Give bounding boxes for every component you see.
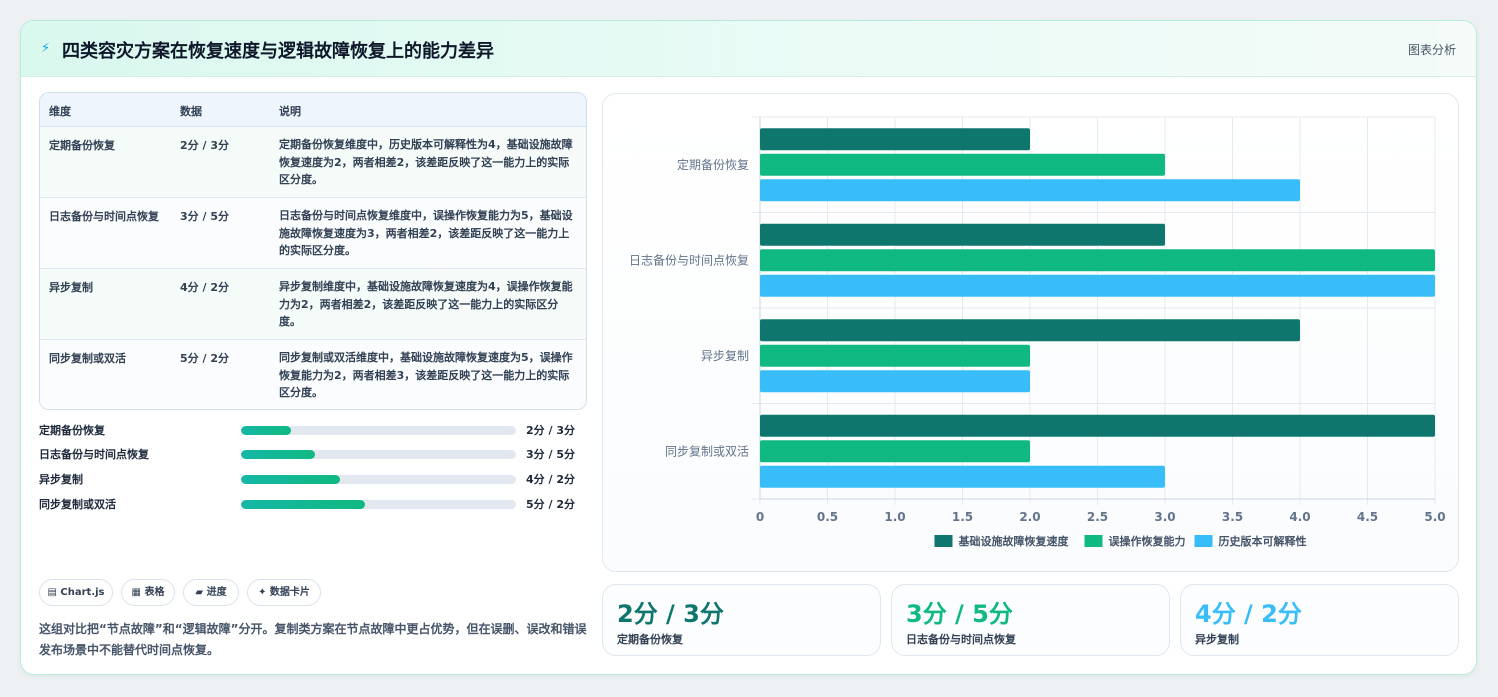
x-tick-label: 1.0 bbox=[884, 510, 905, 524]
progress-label: 异步复制 bbox=[39, 473, 83, 486]
chip-progress[interactable]: ▰ 进度 bbox=[183, 579, 239, 606]
progress-track bbox=[241, 450, 516, 459]
row-data: 4分 / 2分 bbox=[180, 281, 229, 294]
progress-value: 3分 / 5分 bbox=[526, 448, 575, 461]
page-title: 四类容灾方案在恢复速度与逻辑故障恢复上的能力差异 bbox=[62, 41, 494, 62]
row-dimension: 日志备份与时间点恢复 bbox=[49, 210, 159, 223]
progress-value: 2分 / 3分 bbox=[526, 424, 575, 437]
x-tick-label: 1.5 bbox=[952, 510, 973, 524]
stat-card: 2分 / 3分 定期备份恢复 bbox=[602, 584, 881, 656]
table-row: 日志备份与时间点恢复 3分 / 5分 日志备份与时间点恢复维度中，误操作恢复能力… bbox=[40, 198, 586, 269]
legend-swatch bbox=[934, 535, 953, 547]
progress-value: 4分 / 2分 bbox=[526, 473, 575, 486]
row-description: 异步复制维度中，基础设施故障恢复速度为4，误操作恢复能力为2，两者相差2，该差距… bbox=[279, 280, 573, 328]
row-data: 5分 / 2分 bbox=[180, 352, 229, 365]
bar bbox=[760, 179, 1300, 202]
bar bbox=[760, 370, 1030, 393]
row-data: 2分 / 3分 bbox=[180, 139, 229, 152]
x-tick-label: 2.5 bbox=[1087, 510, 1108, 524]
stat-card: 4分 / 2分 异步复制 bbox=[1180, 584, 1459, 656]
x-tick-label: 5.0 bbox=[1424, 510, 1445, 524]
y-tick-label: 日志备份与时间点恢复 bbox=[629, 253, 749, 267]
legend-label: 历史版本可解释性 bbox=[1219, 534, 1307, 548]
progress-fill bbox=[241, 426, 291, 435]
table-row: 异步复制 4分 / 2分 异步复制维度中，基础设施故障恢复速度为4，误操作恢复能… bbox=[40, 269, 586, 340]
bar bbox=[760, 414, 1435, 437]
row-description: 同步复制或双活维度中，基础设施故障恢复速度为5，误操作恢复能力为2，两者相差3，… bbox=[279, 351, 573, 399]
row-dimension: 定期备份恢复 bbox=[49, 139, 115, 152]
progress-row: 同步复制或双活 5分 / 2分 bbox=[39, 496, 579, 512]
progress-row: 定期备份恢复 2分 / 3分 bbox=[39, 422, 579, 438]
bar bbox=[760, 153, 1165, 176]
progress-track bbox=[241, 500, 516, 509]
legend-label: 基础设施故障恢复速度 bbox=[958, 534, 1070, 548]
bar bbox=[760, 440, 1030, 463]
bar bbox=[760, 128, 1030, 151]
column-header-data: 数据 bbox=[180, 105, 202, 118]
bar-chart: 0 0.5 1.0 1.5 2.0 2.5 3.0 3.5 4.0 4.5 5.0 定期备份恢复日志备… bbox=[629, 116, 1446, 548]
legend-label: 误操作恢复能力 bbox=[1109, 534, 1186, 548]
progress-track bbox=[241, 475, 516, 484]
progress-label: 同步复制或双活 bbox=[39, 498, 116, 511]
bar bbox=[760, 274, 1435, 297]
progress-fill bbox=[241, 450, 316, 459]
bar bbox=[760, 249, 1435, 272]
progress-fill bbox=[241, 475, 340, 484]
legend-swatch bbox=[1084, 535, 1103, 547]
table-row: 同步复制或双活 5分 / 2分 同步复制或双活维度中，基础设施故障恢复速度为5，… bbox=[40, 340, 586, 409]
y-tick-label: 定期备份恢复 bbox=[677, 157, 749, 172]
row-description: 定期备份恢复维度中，历史版本可解释性为4，基础设施故障恢复速度为2，两者相差2，… bbox=[279, 138, 573, 186]
chip-table[interactable]: ▦ 表格 bbox=[121, 579, 175, 606]
summary-note: 这组对比把“节点故障”和“逻辑故障”分开。复制类方案在节点故障中更占优势，但在误… bbox=[39, 622, 587, 657]
bolt-icon: ⚡ bbox=[41, 41, 51, 56]
progress-track bbox=[241, 426, 516, 435]
bar bbox=[760, 465, 1165, 488]
stat-label: 异步复制 bbox=[1195, 633, 1239, 646]
progress-fill bbox=[241, 500, 365, 509]
chip-data-card[interactable]: ✦ 数据卡片 bbox=[247, 579, 321, 606]
progress-label: 定期备份恢复 bbox=[39, 424, 105, 437]
x-tick-label: 3.5 bbox=[1222, 510, 1243, 524]
stat-label: 日志备份与时间点恢复 bbox=[906, 633, 1016, 646]
row-dimension: 同步复制或双活 bbox=[49, 352, 126, 365]
legend-swatch bbox=[1194, 535, 1213, 547]
bar bbox=[760, 344, 1030, 367]
stat-value: 4分 / 2分 bbox=[1195, 600, 1302, 628]
chart-panel: 0 0.5 1.0 1.5 2.0 2.5 3.0 3.5 4.0 4.5 5.0 定期备份恢复日志备… bbox=[602, 93, 1459, 572]
table-header: 维度 数据 说明 bbox=[40, 93, 586, 127]
stat-label: 定期备份恢复 bbox=[617, 633, 683, 646]
x-tick-label: 0.5 bbox=[817, 510, 838, 524]
progress-row: 日志备份与时间点恢复 3分 / 5分 bbox=[39, 446, 579, 462]
bar bbox=[760, 319, 1300, 342]
row-description: 日志备份与时间点恢复维度中，误操作恢复能力为5，基础设施故障恢复速度为3，两者相… bbox=[279, 209, 573, 257]
stat-value: 3分 / 5分 bbox=[906, 600, 1013, 628]
chip-chartjs[interactable]: ▤ Chart.js bbox=[39, 579, 113, 606]
card-header: ⚡ 四类容灾方案在恢复速度与逻辑故障恢复上的能力差异 图表分析 bbox=[21, 21, 1476, 77]
table-row: 定期备份恢复 2分 / 3分 定期备份恢复维度中，历史版本可解释性为4，基础设施… bbox=[40, 127, 586, 198]
bar bbox=[760, 223, 1165, 246]
column-header-description: 说明 bbox=[279, 105, 301, 118]
x-tick-label: 2.0 bbox=[1019, 510, 1040, 524]
row-dimension: 异步复制 bbox=[49, 281, 93, 294]
y-tick-label: 同步复制或双活 bbox=[665, 444, 749, 458]
x-tick-label: 3.0 bbox=[1154, 510, 1175, 524]
stat-card: 3分 / 5分 日志备份与时间点恢复 bbox=[891, 584, 1170, 656]
progress-value: 5分 / 2分 bbox=[526, 498, 575, 511]
column-header-dimension: 维度 bbox=[49, 105, 71, 118]
data-table: 维度 数据 说明 定期备份恢复 2分 / 3分 定期备份恢复维度中，历史版本可解… bbox=[39, 92, 587, 410]
progress-row: 异步复制 4分 / 2分 bbox=[39, 471, 579, 487]
stat-value: 2分 / 3分 bbox=[617, 600, 724, 628]
main-card: ⚡ 四类容灾方案在恢复速度与逻辑故障恢复上的能力差异 图表分析 维度 数据 说明… bbox=[20, 20, 1477, 675]
x-tick-label: 4.0 bbox=[1289, 510, 1310, 524]
y-tick-label: 异步复制 bbox=[701, 349, 749, 363]
x-tick-label: 0 bbox=[756, 510, 764, 524]
chart-analysis-tag: 图表分析 bbox=[1407, 43, 1456, 57]
progress-label: 日志备份与时间点恢复 bbox=[39, 448, 149, 461]
row-data: 3分 / 5分 bbox=[180, 210, 229, 223]
x-tick-label: 4.5 bbox=[1357, 510, 1378, 524]
